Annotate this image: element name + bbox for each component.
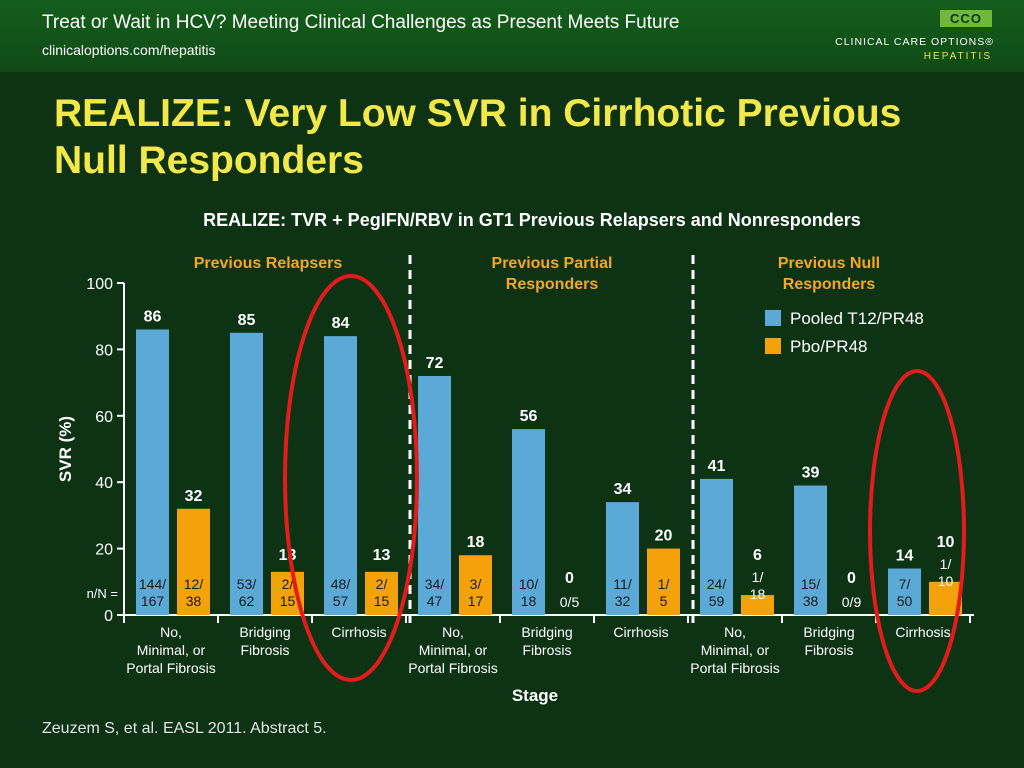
header-url[interactable]: clinicaloptions.com/hepatitis xyxy=(42,42,216,58)
nn-value-label: 10/18 xyxy=(519,576,539,609)
bar-pooled-t12pr48 xyxy=(418,375,451,615)
y-tick-label: 40 xyxy=(95,475,113,492)
bar-pooled-t12pr48 xyxy=(606,502,639,615)
nn-value-label: 0/5 xyxy=(560,594,580,610)
bar-pooled-t12pr48 xyxy=(512,429,545,615)
x-category-label: No, Minimal, or Portal Fibrosis xyxy=(408,624,497,676)
footer-citation: Zeuzem S, et al. EASL 2011. Abstract 5. xyxy=(42,720,327,737)
data-label: 0 xyxy=(847,570,856,587)
bar-pooled-t12pr48 xyxy=(700,478,733,615)
nn-value-label: 24/59 xyxy=(707,576,727,609)
highlight-ellipse xyxy=(868,369,966,693)
bar-pooled-t12pr48 xyxy=(230,332,263,615)
x-category-label: Bridging Fibrosis xyxy=(521,624,572,658)
nn-value-label: 12/38 xyxy=(184,576,204,609)
nn-value-label: 3/17 xyxy=(468,576,484,609)
nn-value-label: 11/32 xyxy=(613,576,632,609)
data-label: 39 xyxy=(802,465,820,482)
y-tick-label: 20 xyxy=(95,542,113,559)
nn-value-label: 53/62 xyxy=(237,576,257,609)
bar-pooled-t12pr48 xyxy=(794,485,827,615)
logo-subtitle: HEPATITIS xyxy=(923,51,992,62)
bar-pooled-t12pr48 xyxy=(136,329,169,615)
x-category-label: Bridging Fibrosis xyxy=(239,624,290,658)
nn-value-label: 0/9 xyxy=(842,594,862,610)
y-axis-label: SVR (%) xyxy=(56,416,75,482)
bar-pbo-pr48 xyxy=(365,571,398,615)
bar-pooled-t12pr48 xyxy=(888,568,921,615)
nn-value-label: 7/50 xyxy=(897,576,913,609)
data-label: 86 xyxy=(144,308,162,325)
y-tick-label: 100 xyxy=(86,276,113,293)
nn-value-label: 2/15 xyxy=(280,576,296,609)
x-axis-label: Stage xyxy=(512,686,558,705)
data-label: 32 xyxy=(185,488,203,505)
nn-value-label: 34/47 xyxy=(425,576,445,609)
data-label: 34 xyxy=(614,481,632,498)
group-label: Previous Relapsers xyxy=(194,255,343,272)
nn-value-label: 48/57 xyxy=(331,576,351,609)
data-label: 18 xyxy=(467,534,485,551)
bar-pbo-pr48 xyxy=(459,555,492,615)
x-category-label: No, Minimal, or Portal Fibrosis xyxy=(690,624,779,676)
nn-value-label: 15/38 xyxy=(801,576,821,609)
legend-label: Pbo/PR48 xyxy=(790,337,868,356)
data-label: 6 xyxy=(753,547,762,564)
highlight-ellipse xyxy=(283,274,419,682)
nn-label: n/N = xyxy=(87,586,118,601)
bar-pbo-pr48 xyxy=(741,595,774,615)
data-label: 85 xyxy=(238,312,256,329)
y-tick-label: 80 xyxy=(95,342,113,359)
logo-name: CLINICAL CARE OPTIONS® xyxy=(835,36,994,48)
x-category-label: Bridging Fibrosis xyxy=(803,624,854,658)
data-label: 13 xyxy=(373,547,391,564)
data-label: 10 xyxy=(937,534,955,551)
data-label: 84 xyxy=(332,315,350,332)
bar-pooled-t12pr48 xyxy=(324,336,357,615)
y-tick-label: 60 xyxy=(95,409,113,426)
x-category-label: Cirrhosis xyxy=(331,624,386,640)
bar-pbo-pr48 xyxy=(647,548,680,615)
cco-logo: CCO xyxy=(940,10,992,27)
nn-value-label: 2/15 xyxy=(374,576,390,609)
data-label: 14 xyxy=(896,548,914,565)
legend-swatch xyxy=(765,310,781,326)
header-band xyxy=(0,0,1024,72)
group-label: Previous Partial Responders xyxy=(492,255,613,293)
data-label: 20 xyxy=(655,528,673,545)
data-label: 72 xyxy=(426,355,444,372)
legend-label: Pooled T12/PR48 xyxy=(790,309,924,328)
x-category-label: Cirrhosis xyxy=(895,624,950,640)
nn-value-label: 1/5 xyxy=(658,576,670,609)
x-category-label: No, Minimal, or Portal Fibrosis xyxy=(126,624,215,676)
chart-title: REALIZE: TVR + PegIFN/RBV in GT1 Previou… xyxy=(203,210,861,230)
y-tick-label: 0 xyxy=(104,608,113,625)
nn-value-label: 1/18 xyxy=(750,569,766,602)
data-label: 0 xyxy=(565,570,574,587)
group-label: Previous Null Responders xyxy=(778,255,880,293)
nn-value-label: 1/10 xyxy=(938,556,954,589)
legend-swatch xyxy=(765,338,781,354)
data-label: 56 xyxy=(520,408,538,425)
data-label: 41 xyxy=(708,458,726,475)
x-category-label: Cirrhosis xyxy=(613,624,668,640)
header-title: Treat or Wait in HCV? Meeting Clinical C… xyxy=(42,12,680,33)
nn-value-label: 144/167 xyxy=(139,576,166,609)
bar-pbo-pr48 xyxy=(177,508,210,615)
slide-title: REALIZE: Very Low SVR in Cirrhotic Previ… xyxy=(54,92,902,182)
